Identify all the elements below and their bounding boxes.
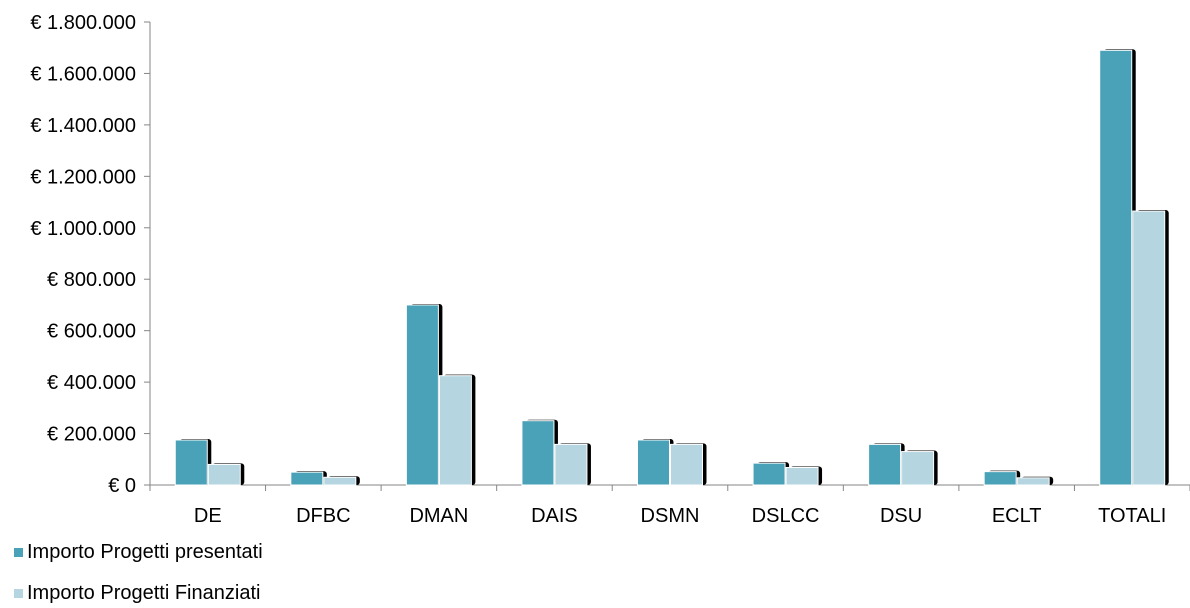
x-axis: DE DFBC DMAN DAIS DSMN DSLCC DSU ECLT TOTALI (149, 484, 1190, 527)
x-tick-label: DSLCC (752, 505, 820, 527)
bar-chart: € 0 € 200.000 € 400.000 € 600.000 € 800.000 €… (30, 12, 1190, 527)
bar (901, 451, 935, 486)
x-tick-label: DAIS (531, 505, 578, 527)
legend-swatch-finanziati (14, 589, 23, 598)
x-tick-label: DMAN (409, 505, 468, 527)
bar (868, 443, 902, 486)
y-tick-label: € 0 (108, 475, 136, 497)
y-axis: € 0 € 200.000 € 400.000 € 600.000 € 800.000 €… (30, 12, 151, 497)
y-tick-label: € 200.000 (47, 424, 136, 446)
legend-label-presentati: Importo Progetti presentati (27, 541, 263, 563)
bar (1132, 210, 1166, 486)
legend-label-finanziati: Importo Progetti Finanziati (27, 582, 261, 604)
y-tick-label: € 1.000.000 (30, 218, 136, 240)
bar (637, 439, 670, 486)
bar (323, 476, 357, 486)
x-tick-label: DSU (880, 505, 922, 527)
legend-swatch-presentati (14, 548, 23, 557)
y-tick-label: € 600.000 (47, 321, 136, 343)
bar (670, 443, 703, 486)
x-tick-label: ECLT (992, 505, 1042, 527)
y-tick-label: € 1.800.000 (30, 12, 136, 34)
bar (554, 443, 588, 486)
x-tick-label: DE (194, 505, 222, 527)
bar (752, 462, 786, 486)
y-tick-label: € 800.000 (47, 269, 136, 291)
bar (290, 471, 324, 486)
x-tick-label: TOTALI (1098, 505, 1166, 527)
y-tick-label: € 1.600.000 (30, 63, 136, 85)
legend-item-finanziati: Importo Progetti Finanziati (14, 582, 260, 605)
x-tick-label: DSMN (641, 505, 700, 527)
bar (1016, 477, 1050, 486)
x-tick-label: DFBC (296, 505, 350, 527)
bar (1099, 49, 1133, 486)
y-tick-label: € 400.000 (47, 372, 136, 394)
bar (405, 304, 439, 486)
bar (207, 463, 241, 486)
legend-item-presentati: Importo Progetti presentati (14, 541, 263, 564)
y-tick-label: € 1.400.000 (30, 115, 136, 137)
y-tick-label: € 1.200.000 (30, 166, 136, 188)
bar (785, 467, 819, 486)
bar (438, 375, 472, 486)
bar (174, 439, 208, 486)
bars (174, 49, 1169, 486)
bar (521, 420, 555, 486)
bar (983, 471, 1017, 486)
